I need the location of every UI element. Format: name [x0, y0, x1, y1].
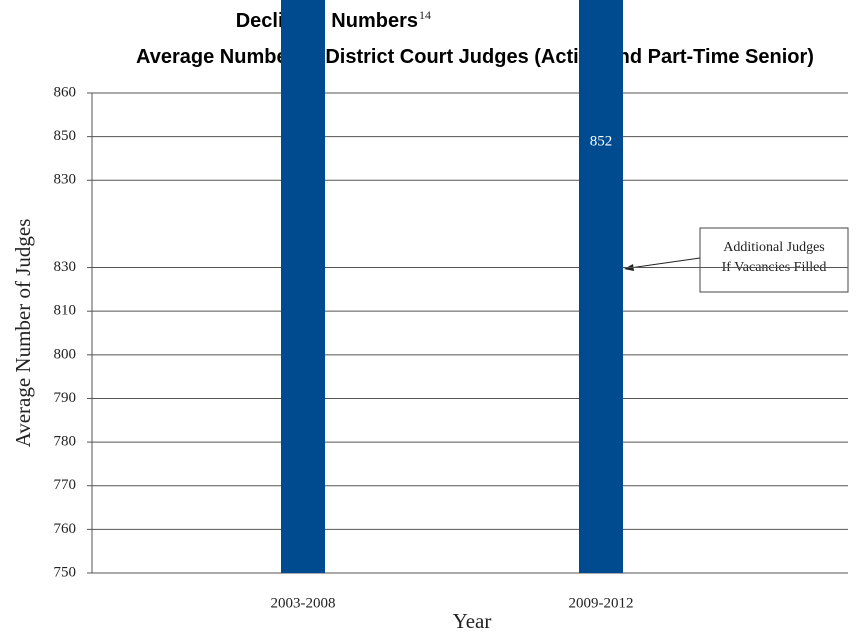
- annotation-arrow: [629, 257, 701, 269]
- chart-title: Declining Numbers: [236, 10, 418, 32]
- y-tick-label: 810: [54, 303, 77, 319]
- y-tick-label: 760: [54, 521, 77, 537]
- y-axis-title: Average Number of Judges: [11, 219, 35, 448]
- chart-subtitle: Average Number of District Court Judges …: [136, 46, 814, 68]
- total-label: 852: [590, 133, 613, 149]
- y-tick-label: 780: [54, 434, 77, 450]
- y-tick-label: 850: [54, 128, 77, 144]
- y-tick-label: 750: [54, 564, 77, 580]
- bar-segment: [281, 0, 325, 573]
- x-axis-title: Year: [453, 609, 492, 632]
- x-tick-label: 2003-2008: [271, 595, 336, 611]
- y-tick-label: 790: [54, 390, 77, 406]
- y-tick-label: 770: [54, 477, 77, 493]
- annotation-box: [699, 227, 849, 293]
- title-footnote: 14: [419, 8, 431, 22]
- y-tick-label: 830: [54, 172, 77, 188]
- y-tick-label: 860: [54, 84, 77, 100]
- bar-segment: [579, 0, 623, 573]
- annotation: Additional Judges: [723, 240, 825, 255]
- x-tick-label: 2009-2012: [569, 595, 634, 611]
- y-tick-label: 800: [54, 346, 77, 362]
- y-tick-label: 830: [54, 259, 77, 275]
